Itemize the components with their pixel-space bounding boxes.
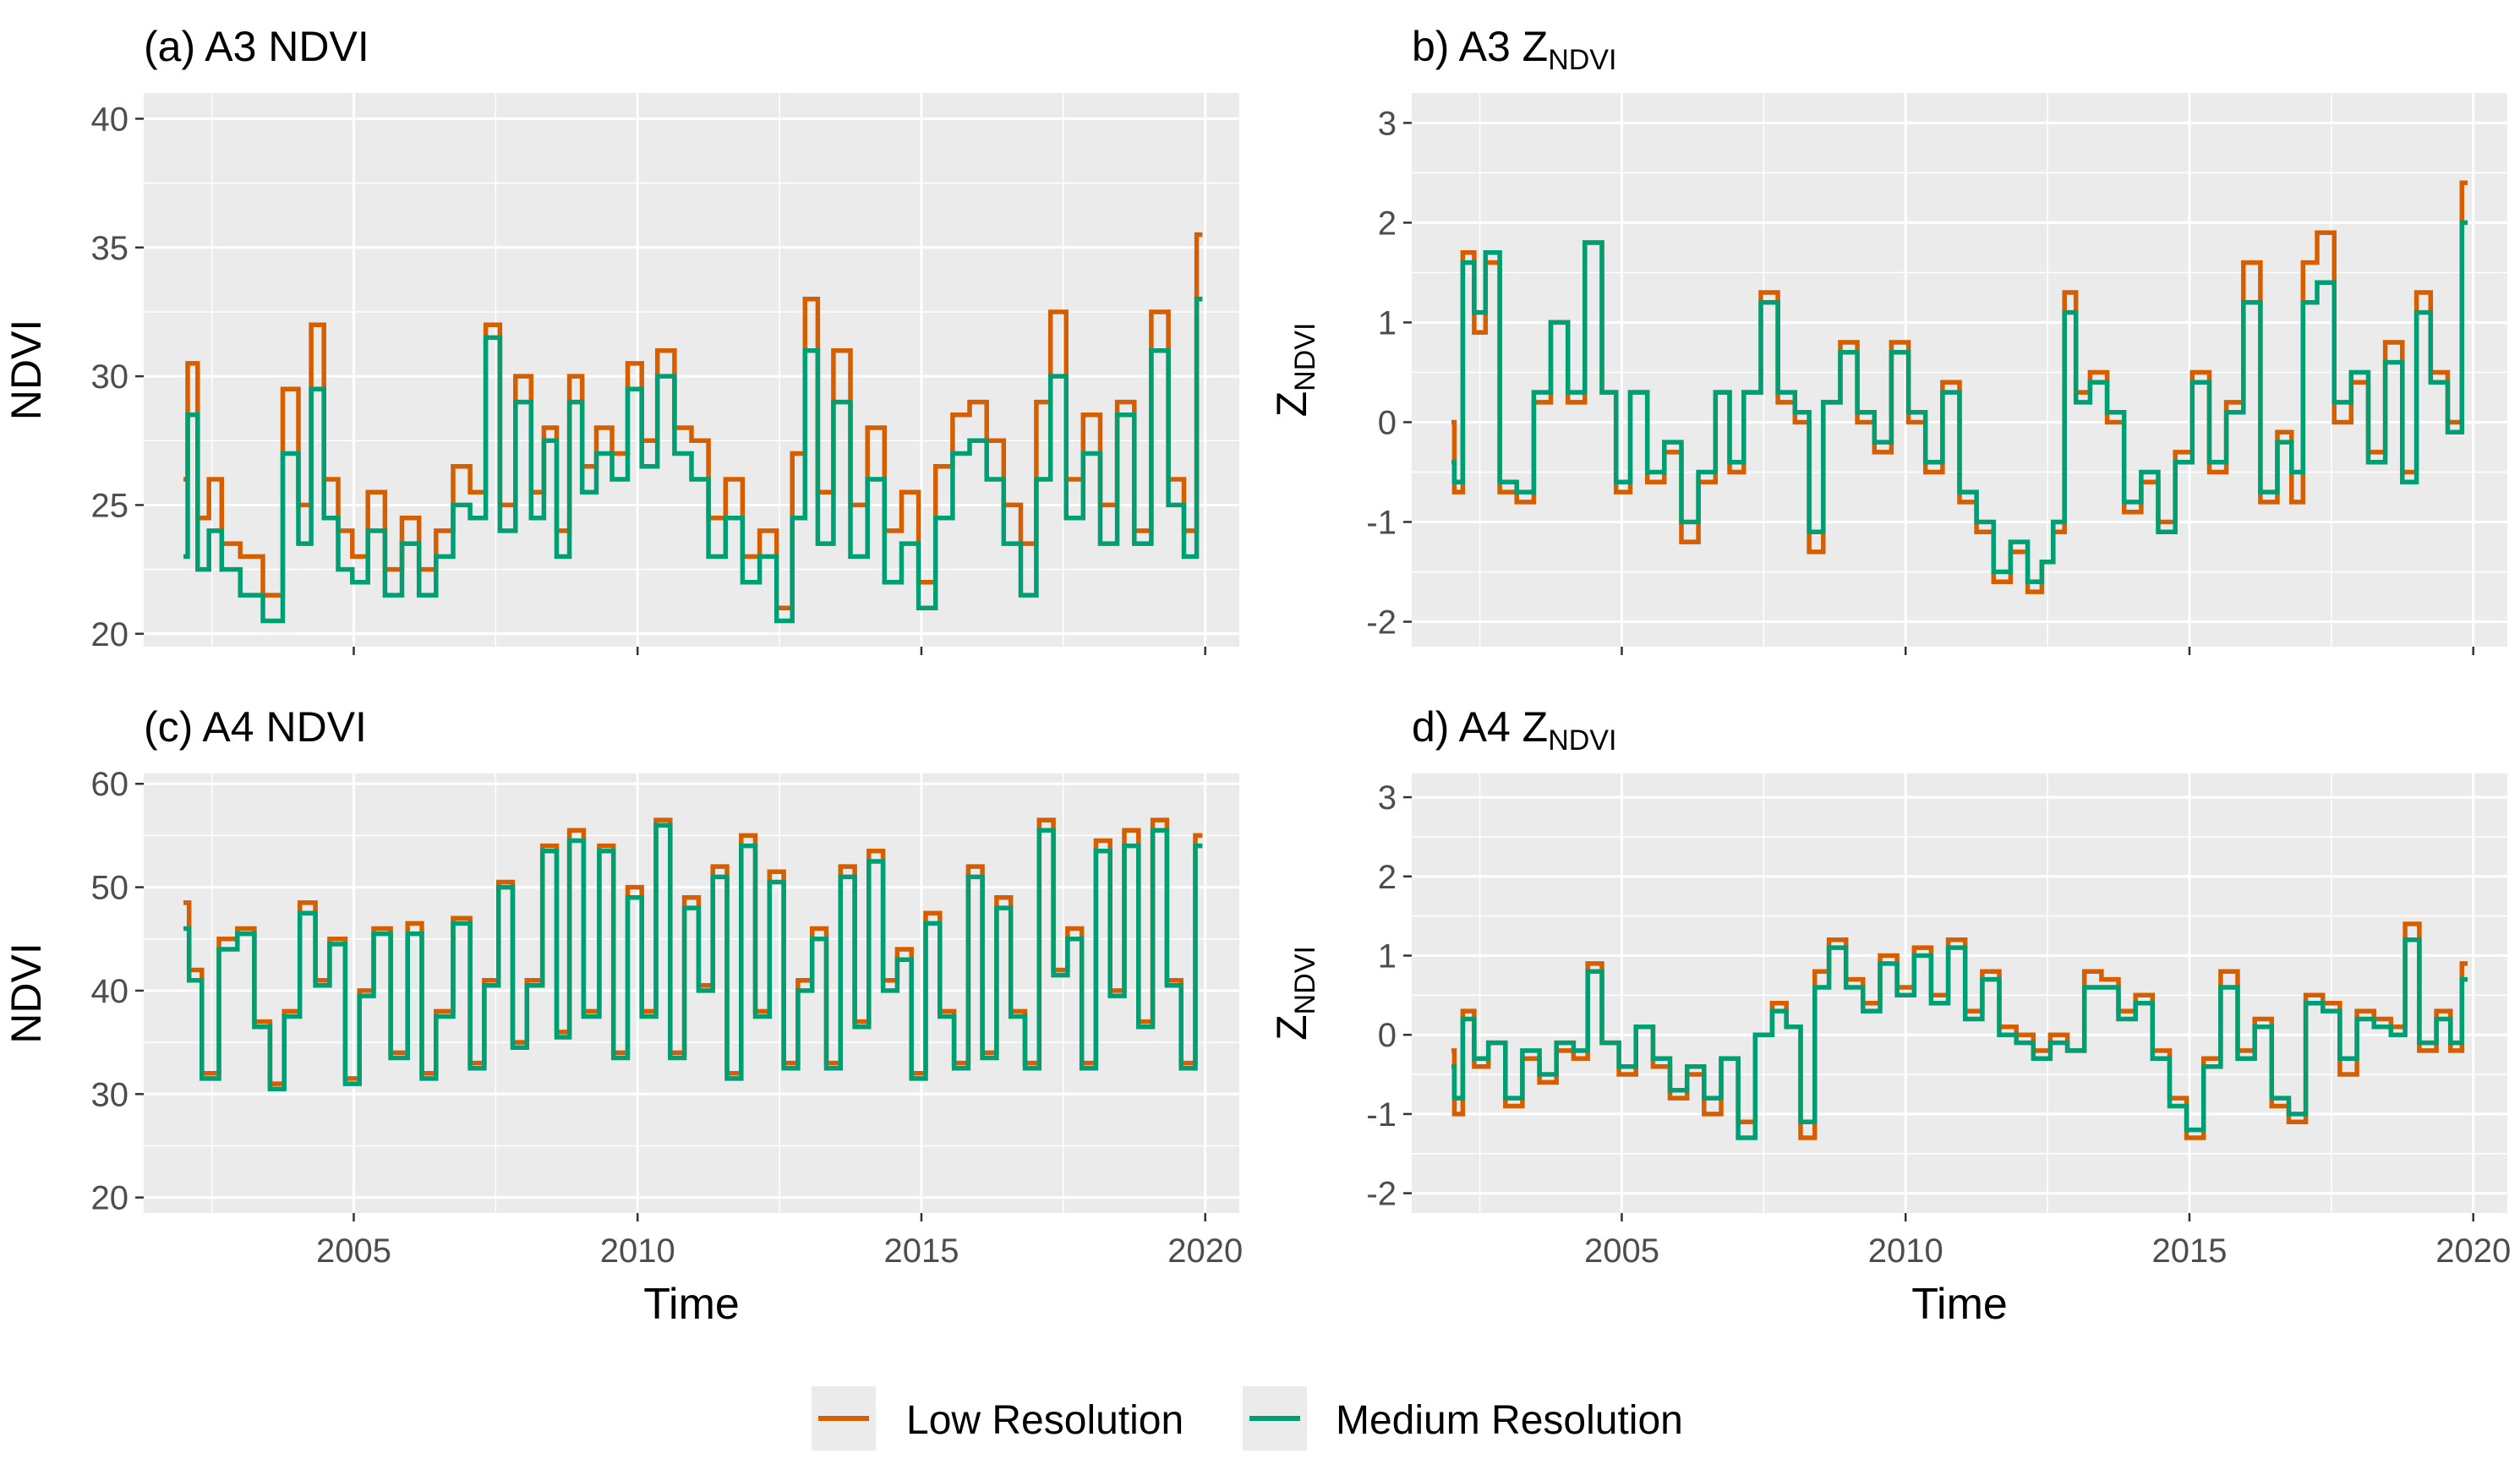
series-line-medium-resolution (1451, 937, 2468, 1140)
y-tick-label: 25 (91, 487, 129, 524)
y-tick-label: 30 (91, 1076, 129, 1113)
y-tick-label: 50 (91, 870, 129, 907)
y-tick-label: 0 (1378, 404, 1397, 441)
x-tick-label: 2020 (2435, 1232, 2511, 1270)
y-axis-title: NDVI (3, 320, 50, 420)
panel-title: d) A4 ZNDVI (1412, 703, 1616, 757)
y-tick-label: -2 (1366, 604, 1397, 641)
y-tick-label: -1 (1366, 504, 1397, 541)
y-axis-title: NDVI (3, 943, 50, 1043)
y-tick-label: 40 (91, 101, 129, 138)
x-tick-label: 2010 (1868, 1232, 1943, 1270)
panel-title: (a) A3 NDVI (144, 23, 369, 70)
panel-1: 20 25 30 35 40 (a) A3 NDVI NDVI (3, 23, 1239, 655)
panel-title-subscript: NDVI (1548, 44, 1616, 76)
y-tick-label: 0 (1378, 1017, 1397, 1054)
x-axis-title: Time (643, 1280, 740, 1329)
plot-background (144, 93, 1239, 647)
x-tick-label: 2005 (316, 1232, 391, 1270)
x-tick-label: 2010 (600, 1232, 675, 1270)
x-tick-label: 2015 (2151, 1232, 2227, 1270)
plot-background (144, 773, 1239, 1213)
panel-3: 20 30 40 50 60 2005 2010 2015 2020 (c) A4 NDVI NDV… (3, 703, 1243, 1329)
legend: Low Resolution Medium Resolution (812, 1386, 1683, 1451)
x-axis-title: Time (1911, 1280, 2008, 1329)
y-tick-label: 30 (91, 358, 129, 396)
series-line-medium-resolution (183, 296, 1203, 624)
y-tick-label: 2 (1378, 859, 1397, 896)
panel-title: (c) A4 NDVI (144, 703, 367, 751)
x-tick-label: 2020 (1167, 1232, 1243, 1270)
panel-title-subscript: NDVI (1548, 724, 1616, 757)
plot-background (1412, 773, 2507, 1213)
y-tick-label: 1 (1378, 937, 1397, 975)
y-axis-title: ZNDVI (1268, 323, 1321, 418)
y-tick-label: 20 (91, 1180, 129, 1217)
y-axis-title-subscript: NDVI (1289, 946, 1321, 1014)
y-tick-label: 1 (1378, 304, 1397, 342)
y-axis-title: ZNDVI (1268, 946, 1321, 1041)
panel-4: -2 -1 0 1 2 3 2005 2010 2015 2020 d) A4 ZNDVI ZNDVI… (1268, 703, 2511, 1329)
y-tick-label: 2 (1378, 205, 1397, 242)
panel-title: b) A3 ZNDVI (1412, 23, 1616, 76)
x-tick-label: 2005 (1584, 1232, 1659, 1270)
y-tick-label: 60 (91, 766, 129, 803)
x-tick-label: 2015 (883, 1232, 959, 1270)
y-tick-label: 3 (1378, 105, 1397, 142)
plot-background (1412, 93, 2507, 647)
legend-label-medium-resolution: Medium Resolution (1336, 1398, 1683, 1443)
series-line-medium-resolution (1451, 220, 2468, 585)
y-tick-label: -2 (1366, 1176, 1397, 1213)
y-tick-label: -1 (1366, 1096, 1397, 1134)
y-tick-label: 3 (1378, 779, 1397, 817)
series-line-medium-resolution (183, 822, 1203, 1091)
y-tick-label: 40 (91, 973, 129, 1010)
y-tick-label: 20 (91, 616, 129, 653)
panel-2: -2 -1 0 1 2 3 b) A3 ZNDVI ZNDVI (1268, 23, 2507, 655)
legend-label-low-resolution: Low Resolution (906, 1398, 1183, 1443)
y-axis-title-subscript: NDVI (1289, 323, 1321, 391)
y-tick-label: 35 (91, 230, 129, 267)
